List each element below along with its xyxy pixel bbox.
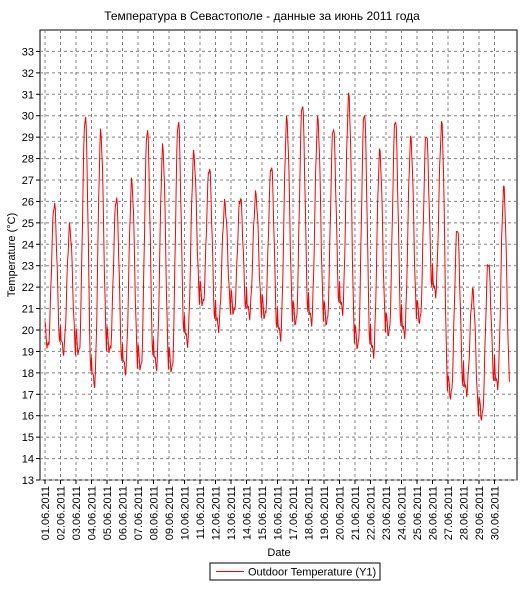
x-tick-label: 14.06.2011: [242, 486, 254, 540]
x-tick-label: 15.06.2011: [257, 486, 269, 540]
x-tick-label: 08.06.2011: [149, 486, 161, 540]
x-tick-label: 22.06.2011: [366, 486, 378, 540]
y-tick-label: 32: [22, 68, 34, 80]
x-tick-label: 07.06.2011: [133, 486, 145, 540]
y-tick-label: 21: [22, 304, 34, 316]
x-tick-label: 16.06.2011: [273, 486, 285, 540]
y-axis-label: Temperature (°C): [6, 213, 18, 297]
x-tick-label: 04.06.2011: [87, 486, 99, 540]
series-line-outdoor-temperature: [44, 92, 510, 421]
x-tick-label: 23.06.2011: [381, 486, 393, 540]
y-tick-label: 22: [22, 282, 34, 294]
y-tick-label: 15: [22, 432, 34, 444]
x-tick-label: 09.06.2011: [164, 486, 176, 540]
x-tick-label: 26.06.2011: [428, 486, 440, 540]
x-tick-label: 30.06.2011: [490, 486, 502, 540]
legend: Outdoor Temperature (Y1): [209, 562, 381, 581]
x-tick-label: 12.06.2011: [211, 486, 223, 540]
y-axis-ticks: 13 14 15 16 17 18 19 20 21 22 23 24 25 26 27 28 29 30 31 32…: [22, 46, 40, 487]
y-tick-label: 16: [22, 411, 34, 423]
x-tick-label: 01.06.2011: [40, 486, 52, 540]
x-tick-label: 02.06.2011: [56, 486, 68, 540]
y-tick-label: 20: [22, 325, 34, 337]
x-tick-label: 27.06.2011: [443, 486, 455, 540]
legend-box: [209, 562, 381, 581]
x-tick-label: 28.06.2011: [459, 486, 471, 540]
y-tick-label: 18: [22, 368, 34, 380]
y-tick-label: 27: [22, 175, 34, 187]
y-tick-label: 26: [22, 196, 34, 208]
y-tick-label: 29: [22, 132, 34, 144]
plot-area: [39, 29, 518, 481]
y-tick-label: 23: [22, 261, 34, 273]
x-tick-label: 18.06.2011: [304, 486, 316, 540]
x-tick-label: 24.06.2011: [397, 486, 409, 540]
x-tick-label: 13.06.2011: [226, 486, 238, 540]
x-tick-label: 20.06.2011: [335, 486, 347, 540]
series-group: [44, 92, 510, 421]
x-tick-label: 10.06.2011: [180, 486, 192, 540]
y-tick-label: 14: [22, 454, 34, 466]
x-tick-label: 21.06.2011: [350, 486, 362, 540]
x-tick-label: 06.06.2011: [118, 486, 130, 540]
x-tick-label: 11.06.2011: [195, 486, 207, 539]
x-tick-label: 19.06.2011: [319, 486, 331, 540]
x-tick-label: 25.06.2011: [412, 486, 424, 540]
y-tick-label: 30: [22, 111, 34, 123]
chart-title: Температура в Севастополе - данные за ию…: [104, 9, 420, 23]
x-axis-label: Date: [267, 547, 290, 559]
x-tick-label: 29.06.2011: [474, 486, 486, 540]
y-tick-label: 33: [22, 46, 34, 58]
grid-lines: [40, 30, 517, 481]
x-tick-label: 17.06.2011: [288, 486, 300, 540]
y-tick-label: 25: [22, 218, 34, 230]
y-tick-label: 24: [22, 239, 34, 251]
y-tick-label: 19: [22, 346, 34, 358]
y-tick-label: 28: [22, 154, 34, 166]
x-tick-label: 05.06.2011: [102, 486, 114, 540]
x-tick-label: 03.06.2011: [71, 486, 83, 540]
y-tick-label: 13: [22, 475, 34, 487]
y-tick-label: 31: [22, 89, 34, 101]
y-tick-label: 17: [22, 389, 34, 401]
x-axis-ticks: 01.06.2011 02.06.2011 03.06.2011 04.06.2011…: [40, 480, 502, 540]
legend-label: Outdoor Temperature (Y1): [248, 567, 376, 579]
